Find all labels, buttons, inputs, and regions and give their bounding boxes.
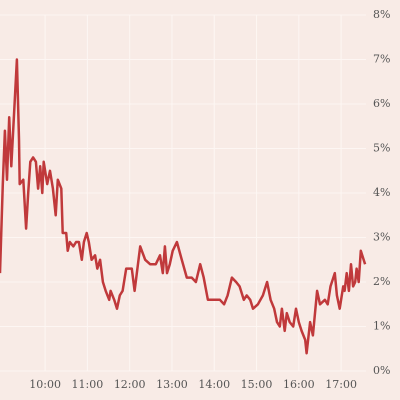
- y-tick-label: 5%: [373, 142, 390, 155]
- y-tick-label: 2%: [373, 275, 390, 288]
- x-tick-label: 16:00: [283, 378, 315, 391]
- x-tick-label: 10:00: [29, 378, 61, 391]
- y-tick-label: 8%: [373, 8, 390, 21]
- x-tick-label: 14:00: [198, 378, 230, 391]
- y-tick-label: 1%: [373, 320, 390, 333]
- y-tick-label: 0%: [373, 364, 390, 377]
- x-tick-label: 12:00: [114, 378, 146, 391]
- x-tick-label: 11:00: [72, 378, 104, 391]
- y-tick-label: 7%: [373, 53, 390, 66]
- y-tick-label: 3%: [373, 231, 390, 244]
- y-tick-label: 6%: [373, 97, 390, 110]
- x-tick-label: 17:00: [325, 378, 357, 391]
- y-tick-label: 4%: [373, 186, 390, 199]
- x-tick-label: 13:00: [156, 378, 188, 391]
- x-tick-label: 15:00: [241, 378, 273, 391]
- line: [0, 58, 367, 355]
